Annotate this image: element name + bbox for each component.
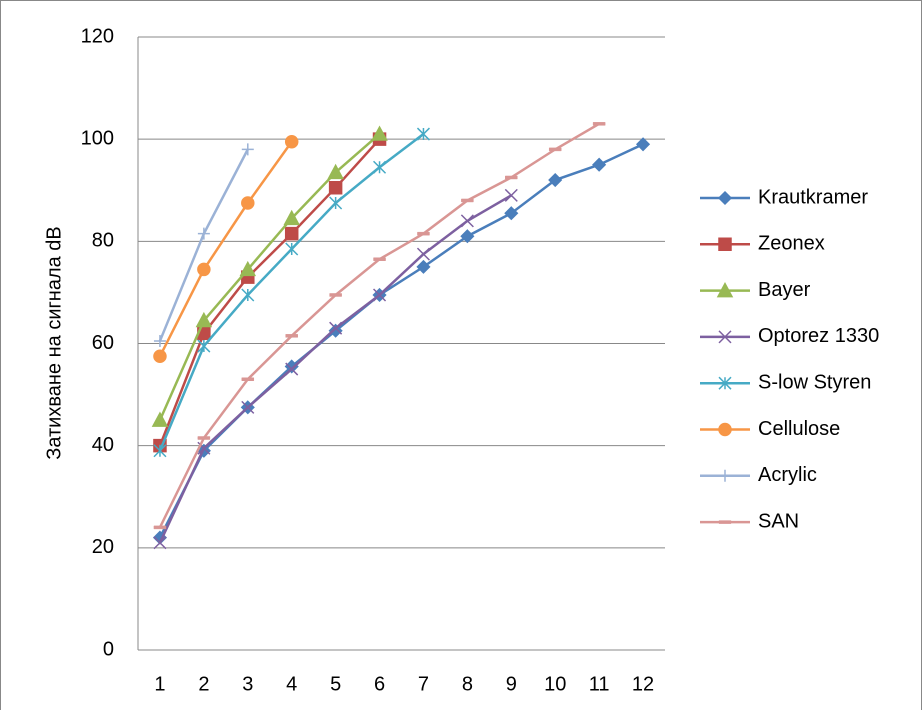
marker [328, 323, 343, 338]
marker [592, 157, 607, 172]
marker [718, 237, 732, 252]
marker [285, 242, 299, 256]
legend-label: Krautkramer [758, 186, 868, 208]
legend-label: S-low Styren [758, 371, 871, 393]
x-tick-label: 1 [154, 673, 165, 695]
marker [416, 247, 430, 261]
series-line [158, 138, 381, 447]
marker [416, 127, 430, 141]
marker [718, 422, 732, 437]
marker [416, 259, 431, 274]
marker [718, 376, 732, 390]
series-line [158, 133, 381, 421]
marker [417, 231, 430, 236]
marker [153, 444, 167, 458]
marker [241, 196, 255, 210]
marker [197, 339, 211, 353]
x-tick-label: 4 [286, 673, 297, 695]
marker [153, 536, 167, 550]
marker [327, 163, 344, 180]
y-axis-label: Затихване на сигнала dB [43, 226, 65, 460]
y-tick-label: 40 [92, 434, 114, 456]
marker [197, 227, 210, 240]
x-tick-label: 7 [418, 673, 429, 695]
legend-label: Cellulose [758, 418, 840, 440]
marker [717, 190, 733, 206]
marker [719, 469, 731, 482]
x-tick-label: 3 [242, 673, 253, 695]
marker [241, 400, 255, 414]
marker [151, 411, 169, 427]
marker [548, 147, 562, 152]
marker [241, 143, 254, 156]
x-tick-label: 6 [374, 673, 385, 695]
x-tick-label: 11 [589, 673, 610, 695]
marker [329, 293, 342, 297]
x-tick-label: 5 [330, 673, 341, 695]
marker [285, 362, 299, 376]
marker [460, 229, 475, 244]
marker [373, 257, 386, 261]
marker [635, 137, 651, 152]
marker [328, 180, 343, 195]
marker [716, 282, 734, 298]
marker [195, 311, 213, 328]
marker [153, 334, 166, 347]
y-tick-label: 120 [81, 25, 114, 47]
x-tick-label: 9 [506, 673, 517, 695]
x-tick-label: 8 [462, 673, 473, 695]
marker [239, 260, 257, 277]
marker [197, 436, 211, 440]
marker [329, 321, 343, 335]
x-tick-label: 10 [544, 673, 566, 695]
marker [241, 377, 255, 382]
marker [283, 209, 300, 226]
marker [153, 525, 167, 530]
legend-label: SAN [758, 510, 799, 532]
marker [284, 226, 299, 241]
marker [371, 125, 388, 141]
y-tick-label: 0 [103, 638, 114, 660]
marker [329, 196, 343, 210]
y-tick-label: 60 [92, 332, 114, 354]
marker [504, 188, 518, 202]
legend-label: Optorez 1330 [758, 325, 879, 347]
marker [460, 214, 474, 228]
legend-label: Bayer [758, 279, 811, 301]
legend-label: Acrylic [758, 464, 817, 486]
marker [718, 520, 732, 524]
x-tick-label: 12 [632, 673, 654, 695]
x-tick-label: 2 [198, 673, 209, 695]
marker [373, 288, 387, 302]
legend-label: Zeonex [758, 233, 825, 255]
marker [285, 334, 298, 338]
marker [153, 349, 167, 364]
marker [461, 198, 474, 203]
marker [718, 330, 732, 344]
marker [241, 288, 255, 302]
marker [373, 160, 387, 174]
y-tick-label: 20 [92, 536, 114, 558]
marker [284, 134, 299, 149]
marker [548, 172, 563, 188]
y-tick-label: 80 [92, 230, 114, 252]
series-line [158, 140, 293, 357]
marker [197, 262, 211, 277]
marker [504, 206, 519, 221]
marker [505, 175, 518, 180]
marker [592, 122, 606, 126]
y-tick-label: 100 [81, 127, 114, 149]
